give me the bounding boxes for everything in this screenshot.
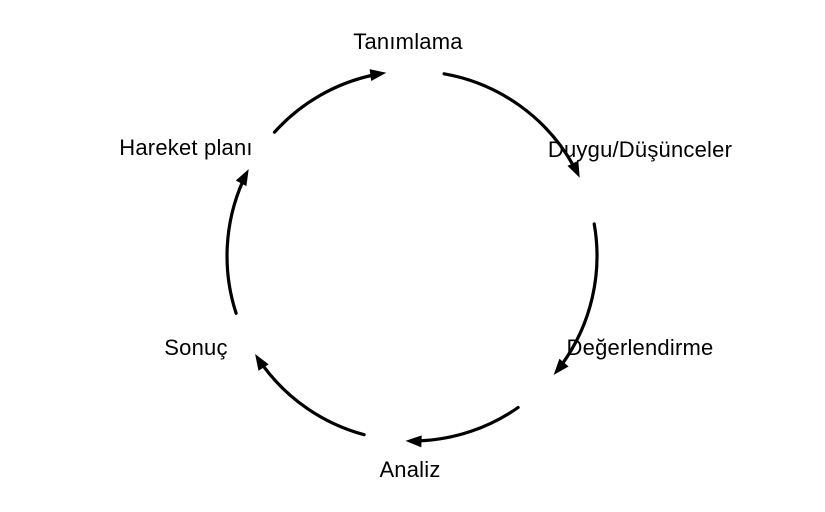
cycle-arrow-3: [262, 365, 364, 435]
cycle-arrow-4: [227, 181, 243, 313]
node-sonuc: Sonuç: [164, 335, 227, 361]
cycle-arrowhead-4: [236, 169, 249, 186]
node-hareket-plani: Hareket planı: [119, 135, 252, 161]
cycle-arrow-2: [419, 408, 519, 441]
cycle-arrowhead-3: [255, 354, 269, 371]
arrow-layer: [0, 0, 825, 512]
cycle-arrowhead-2: [406, 435, 422, 447]
node-analiz: Analiz: [379, 457, 440, 483]
cycle-diagram: Tanımlama Duygu/Düşünceler Değerlendirme An…: [0, 0, 825, 512]
node-tanimlama: Tanımlama: [353, 29, 462, 55]
cycle-arrowhead-5: [370, 69, 387, 81]
node-degerlendirme: Değerlendirme: [567, 335, 714, 361]
cycle-arrowhead-0: [568, 161, 580, 178]
cycle-arrow-5: [275, 75, 374, 132]
cycle-arrowhead-1: [554, 359, 569, 375]
node-duygu: Duygu/Düşünceler: [548, 137, 732, 163]
